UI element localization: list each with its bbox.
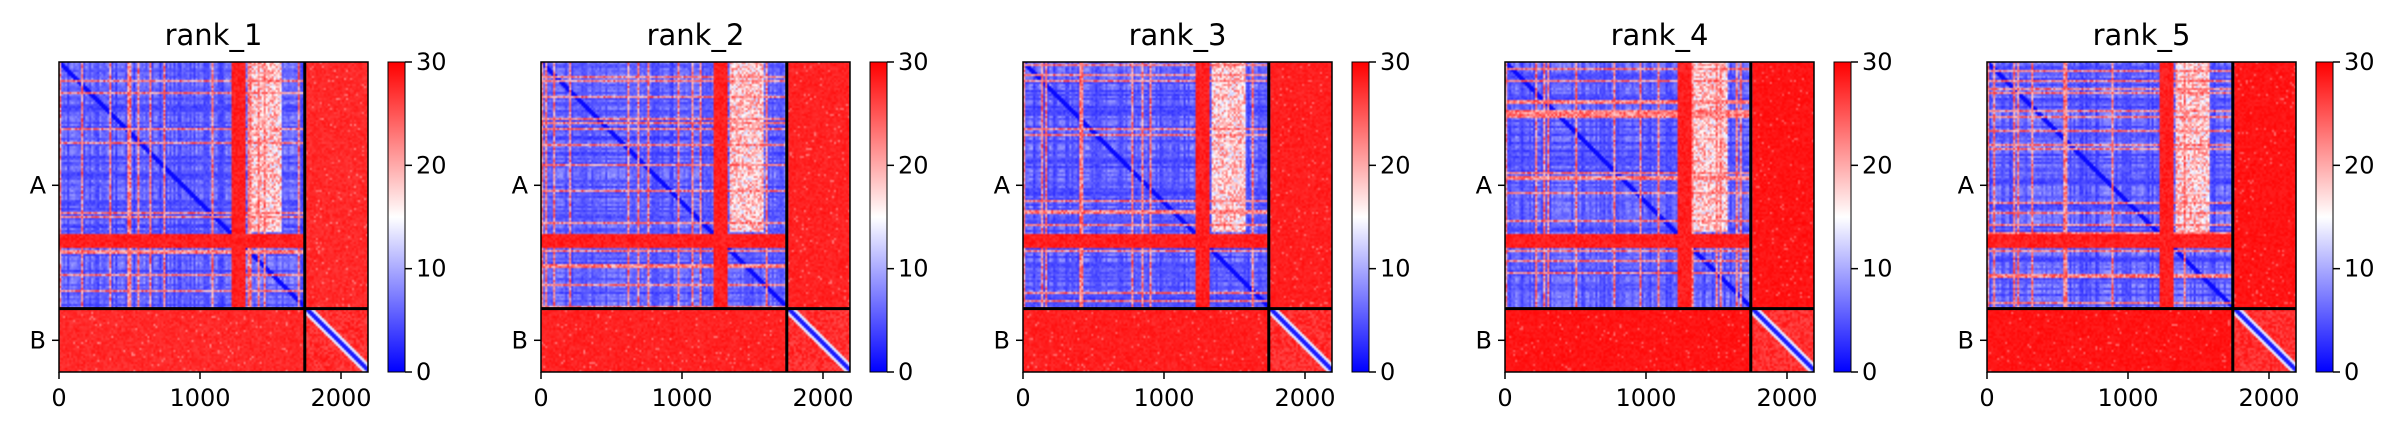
colorbar-tick-label: 30: [898, 48, 929, 76]
heatmap-frame: [1504, 61, 1815, 373]
x-tick-label: 0: [51, 384, 66, 412]
colorbar-tick-label: 30: [1380, 48, 1411, 76]
x-tick-label: 2000: [1274, 384, 1335, 412]
colorbar-tick-label: 20: [898, 151, 929, 179]
x-tick-label: 2000: [310, 384, 371, 412]
colorbar-tick-label: 10: [1380, 255, 1411, 283]
colorbar-tick-label: 20: [2344, 151, 2375, 179]
y-tick-label: A: [1476, 171, 1493, 199]
panel-title: rank_5: [2093, 18, 2191, 52]
heatmap-4: [1505, 62, 1814, 372]
heatmap-2: [541, 62, 850, 372]
heatmap-frame: [58, 61, 369, 373]
panel-title: rank_4: [1611, 18, 1709, 52]
heatmap-frame: [1986, 61, 2297, 373]
colorbar: [1351, 61, 1370, 373]
x-tick-label: 0: [1979, 384, 1994, 412]
panel-title: rank_3: [1129, 18, 1227, 52]
panel-5: rank_5 0 1000 2000 A B 0 10 20 30: [1958, 18, 2375, 412]
x-tick-label: 1000: [1615, 384, 1676, 412]
x-tick-label: 2000: [1756, 384, 1817, 412]
x-tick-label: 0: [1497, 384, 1512, 412]
colorbar-tick-label: 0: [2344, 358, 2359, 386]
x-tick-label: 1000: [2097, 384, 2158, 412]
colorbar-tick-label: 20: [1380, 151, 1411, 179]
colorbar-tick-label: 10: [2344, 255, 2375, 283]
y-tick-label: B: [30, 326, 46, 354]
heatmap-5: [1987, 62, 2296, 372]
panel-title: rank_2: [647, 18, 745, 52]
colorbar-tick-label: 30: [416, 48, 447, 76]
colorbar-tick-label: 20: [1862, 151, 1893, 179]
heatmap-1: [59, 62, 368, 372]
colorbar: [869, 61, 888, 373]
panel-2: rank_2 0 1000 2000 A B 0 10 20 30: [512, 18, 929, 412]
y-tick-label: B: [1476, 326, 1492, 354]
y-tick-label: A: [512, 171, 529, 199]
panel-title: rank_1: [165, 18, 263, 52]
colorbar: [387, 61, 406, 373]
heatmap-3: [1023, 62, 1332, 372]
x-tick-label: 2000: [792, 384, 853, 412]
panel-3: rank_3 0 1000 2000 A B 0 10 20 30: [994, 18, 1411, 412]
heatmap-frame: [1022, 61, 1333, 373]
y-tick-label: A: [1958, 171, 1975, 199]
colorbar-tick-label: 0: [898, 358, 913, 386]
colorbar-tick-label: 0: [416, 358, 431, 386]
y-tick-label: A: [30, 171, 47, 199]
colorbar-tick-label: 30: [2344, 48, 2375, 76]
colorbar-tick-label: 0: [1380, 358, 1395, 386]
x-tick-label: 0: [533, 384, 548, 412]
x-tick-label: 1000: [169, 384, 230, 412]
panel-4: rank_4 0 1000 2000 A B 0 10 20 30: [1476, 18, 1893, 412]
x-tick-label: 1000: [1133, 384, 1194, 412]
y-tick-label: B: [512, 326, 528, 354]
panel-1: rank_1 0 1000 2000 A B 0 10 20 30: [30, 18, 447, 412]
colorbar-tick-label: 10: [416, 255, 447, 283]
colorbar-tick-label: 20: [416, 151, 447, 179]
x-tick-label: 0: [1015, 384, 1030, 412]
y-tick-label: B: [994, 326, 1010, 354]
colorbar-tick-label: 10: [1862, 255, 1893, 283]
colorbar: [2315, 61, 2334, 373]
x-tick-label: 2000: [2238, 384, 2299, 412]
colorbar-tick-label: 30: [1862, 48, 1893, 76]
colorbar-tick-label: 0: [1862, 358, 1877, 386]
colorbar-tick-label: 10: [898, 255, 929, 283]
colorbar: [1833, 61, 1852, 373]
x-tick-label: 1000: [651, 384, 712, 412]
y-tick-label: A: [994, 171, 1011, 199]
heatmap-frame: [540, 61, 851, 373]
y-tick-label: B: [1958, 326, 1974, 354]
